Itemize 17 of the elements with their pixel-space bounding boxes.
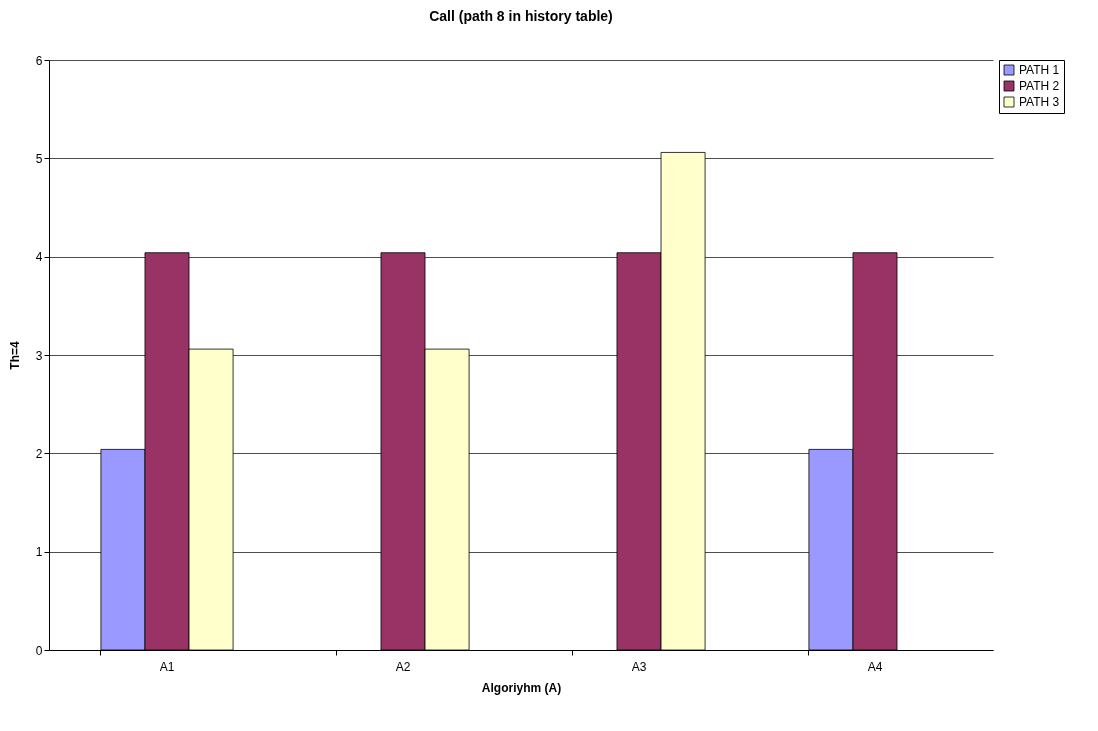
x-tick-label: A1 [159,659,175,674]
y-tick-label: 3 [35,348,43,363]
x-tick-label: A2 [395,659,411,674]
y-tick-label: 6 [35,53,43,68]
x-axis-title: Algoriyhm (A) [481,680,562,695]
y-tick-label: 1 [35,545,43,560]
chart-title: Call (path 8 in history table) [429,8,613,24]
y-tick-label: 2 [35,446,43,461]
y-axis-title: Th=4 [7,341,22,370]
x-tick-label: A4 [867,659,883,674]
y-tick-label: 5 [35,151,43,166]
legend-label: PATH 3 [1019,95,1060,109]
legend-label: PATH 2 [1019,79,1060,93]
x-tick-label: A3 [631,659,647,674]
legend-label: PATH 1 [1019,63,1060,77]
y-tick-label: 4 [35,250,43,265]
y-tick-label: 0 [35,643,43,658]
